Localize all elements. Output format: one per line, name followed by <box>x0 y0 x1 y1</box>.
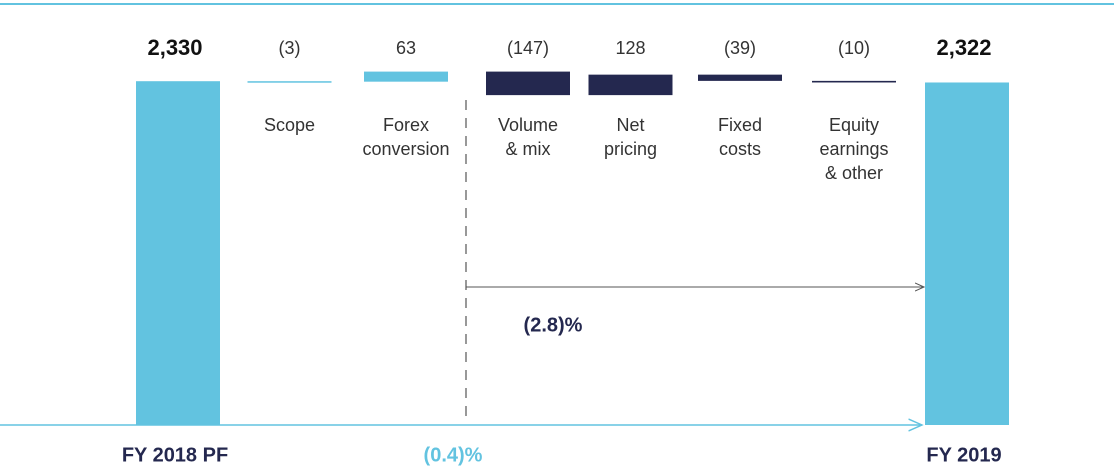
bar <box>698 74 782 81</box>
category-label: FY 2019 <box>926 444 1001 466</box>
category-label: FY 2018 PF <box>122 444 228 466</box>
category-label: Forex conversion <box>362 115 449 159</box>
value-label: (10) <box>838 38 870 58</box>
value-label: 63 <box>396 38 416 58</box>
bar <box>812 80 896 83</box>
bar <box>364 71 448 82</box>
category-label: Fixed costs <box>718 115 762 159</box>
bar <box>925 82 1009 425</box>
bar <box>136 81 220 425</box>
value-label: (147) <box>507 38 549 58</box>
bar <box>588 74 673 96</box>
annotation: (0.4)% <box>424 444 483 466</box>
value-label: (39) <box>724 38 756 58</box>
bar <box>247 81 332 83</box>
category-label: Volume & mix <box>498 115 558 159</box>
category-label: Net pricing <box>604 115 657 159</box>
category-label: Scope <box>264 115 315 135</box>
value-label: (3) <box>279 38 301 58</box>
bar <box>486 71 570 96</box>
category-label: Equity earnings & other <box>819 115 888 183</box>
annotation: (2.8)% <box>524 314 583 336</box>
value-label: 2,330 <box>147 35 202 60</box>
value-label: 128 <box>615 38 645 58</box>
value-label: 2,322 <box>936 35 991 60</box>
